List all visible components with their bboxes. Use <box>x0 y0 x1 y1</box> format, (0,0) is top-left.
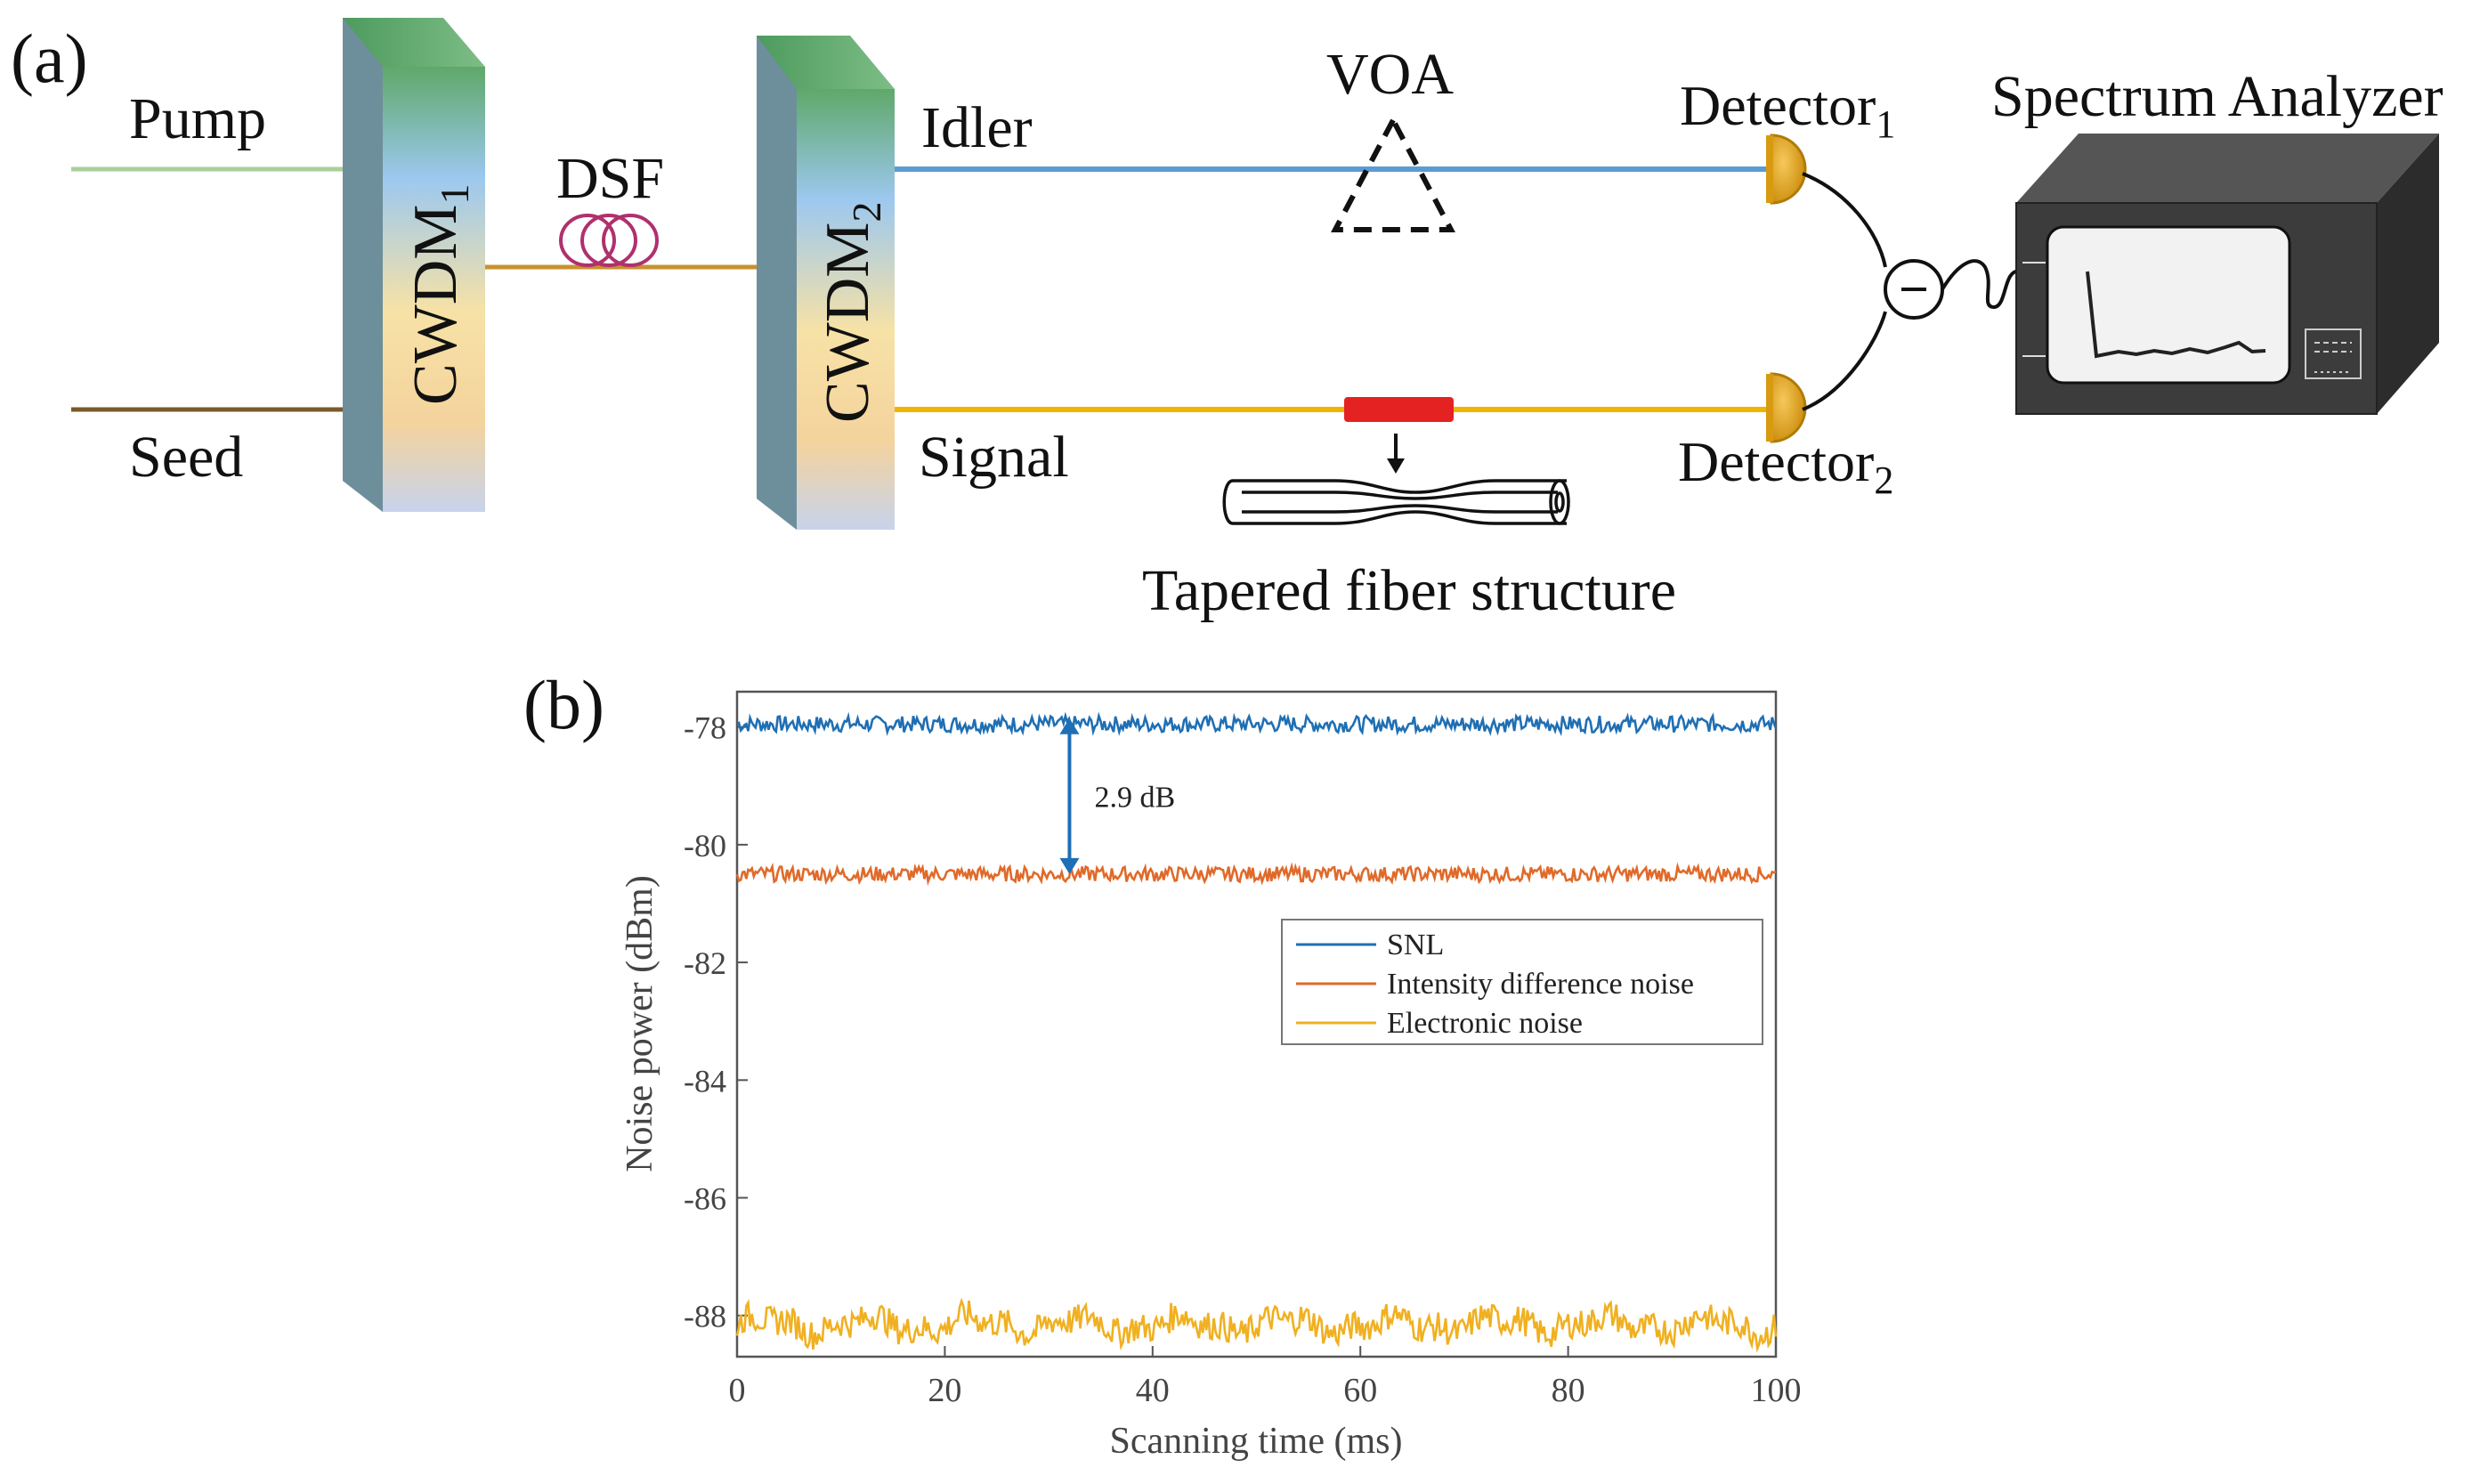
detector2-label: Detector2 <box>1678 430 1893 502</box>
voa-icon <box>1331 114 1455 232</box>
series-line-electronic-noise <box>735 1297 1778 1353</box>
tapered-fiber-segment <box>1344 397 1454 422</box>
tapered-fiber-icon <box>1222 479 1570 525</box>
detector2-face <box>1766 374 1773 442</box>
series-line-intensity-difference-noise <box>735 862 1777 887</box>
x-tick-label: 100 <box>1751 1372 1802 1409</box>
signal-label: Signal <box>919 425 1069 490</box>
voa-label: VOA <box>1326 42 1454 107</box>
y-tick-label: -84 <box>684 1063 726 1099</box>
panel-a: (a) Pump Seed CWDM1 DSF CWDM2 <box>11 18 2444 623</box>
detector1-face <box>1766 135 1773 203</box>
panel-b-label: (b) <box>523 666 604 743</box>
y-tick-label: -88 <box>684 1299 726 1334</box>
detector1-label: Detector1 <box>1680 74 1895 146</box>
spectrum-analyzer-label: Spectrum Analyzer <box>1991 64 2444 129</box>
x-tick-label: 80 <box>1552 1372 1585 1409</box>
x-axis-label: Scanning time (ms) <box>1110 1421 1403 1462</box>
cwdm2-block: CWDM2 <box>757 36 895 530</box>
y-tick-label: -86 <box>684 1181 726 1217</box>
down-arrow-icon <box>1387 434 1405 474</box>
series-line-snl <box>736 711 1778 737</box>
y-axis-label: Noise power (dBm) <box>620 875 661 1172</box>
series-layer <box>735 711 1778 1353</box>
x-tick-label: 20 <box>928 1372 961 1409</box>
cwdm1-block: CWDM1 <box>343 18 485 512</box>
tapered-fiber-label: Tapered fiber structure <box>1142 558 1676 623</box>
legend: SNL Intensity difference noise Electronic … <box>1281 919 1763 1045</box>
x-axis-ticks: 0 20 40 60 80 100 <box>729 1346 1802 1409</box>
dsf-label: DSF <box>556 146 664 211</box>
x-tick-label: 0 <box>729 1372 746 1409</box>
y-axis-ticks: -78 -80 -82 -84 -86 -88 <box>684 710 748 1334</box>
dsf-coil-icon <box>559 214 659 267</box>
y-tick-label: -78 <box>684 710 726 746</box>
legend-label: Intensity difference noise <box>1387 968 1694 1001</box>
cwdm2-label: CWDM2 <box>814 201 889 423</box>
panel-a-label: (a) <box>11 20 88 97</box>
difference-label: 2.9 dB <box>1094 781 1175 814</box>
legend-label: SNL <box>1387 929 1444 961</box>
pump-label: Pump <box>129 86 266 151</box>
x-tick-label: 60 <box>1343 1372 1377 1409</box>
detector1-icon <box>1770 134 1807 205</box>
spectrum-analyzer-icon <box>2015 134 2439 415</box>
cwdm1-label: CWDM1 <box>401 183 477 405</box>
panel-b: (b) 0 20 40 60 80 100 -78 -80 -82 -84 -86 -88 2.9 … <box>523 666 1802 1462</box>
x-tick-label: 40 <box>1136 1372 1170 1409</box>
legend-label: Electronic noise <box>1387 1007 1583 1040</box>
idler-label: Idler <box>921 95 1033 160</box>
y-tick-label: -82 <box>684 945 726 981</box>
difference-arrow <box>1059 718 1080 874</box>
seed-label: Seed <box>129 425 243 490</box>
y-tick-label: -80 <box>684 828 726 864</box>
